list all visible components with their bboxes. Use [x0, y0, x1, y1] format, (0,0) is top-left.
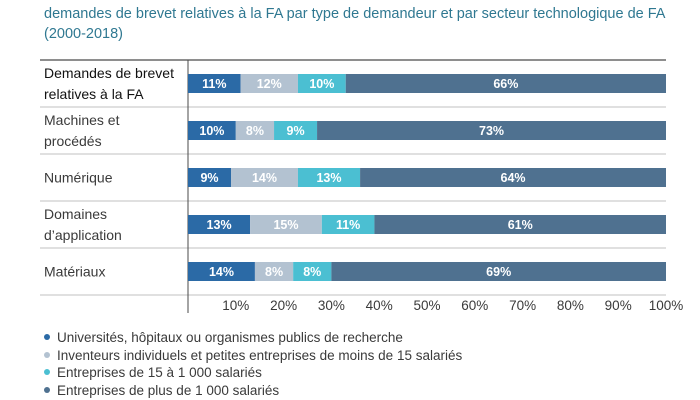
legend-item: Entreprises de 15 à 1 000 salariés: [44, 364, 462, 382]
bar-segment: [188, 121, 236, 140]
data-label: 13%: [207, 218, 232, 232]
legend: Universités, hôpitaux ou organismes publ…: [44, 329, 462, 399]
data-label: 14%: [209, 265, 234, 279]
bar-segment: [360, 168, 666, 187]
data-label: 73%: [479, 124, 504, 138]
data-label: 66%: [493, 77, 518, 91]
legend-label: Entreprises de plus de 1 000 salariés: [57, 382, 280, 398]
data-label: 9%: [287, 124, 305, 138]
category-label: Matériaux: [44, 264, 105, 280]
legend-item: Universités, hôpitaux ou organismes publ…: [44, 329, 462, 347]
legend-item: Inventeurs individuels et petites entrep…: [44, 347, 462, 365]
data-label: 15%: [273, 218, 298, 232]
bar-segment: [188, 215, 251, 234]
data-label: 14%: [252, 171, 277, 185]
x-tick-label: 90%: [605, 298, 632, 313]
data-label: 11%: [336, 218, 360, 232]
chart-title: demandes de brevet relatives à la FA par…: [44, 6, 665, 42]
bar-segment: [331, 262, 666, 281]
legend-item: Entreprises de plus de 1 000 salariés: [44, 382, 462, 400]
x-tick-label: 60%: [461, 298, 488, 313]
legend-label: Universités, hôpitaux ou organismes publ…: [57, 330, 403, 345]
x-tick-label: 20%: [270, 298, 297, 313]
category-label: Demandes de brevet: [44, 65, 174, 81]
bar-segment: [235, 121, 275, 140]
x-tick-label: 40%: [366, 298, 393, 313]
legend-swatch: [44, 351, 50, 358]
bar-segment: [240, 74, 298, 93]
bar-segment: [188, 74, 241, 93]
data-label: 8%: [303, 265, 321, 279]
x-tick-label: 30%: [318, 298, 345, 313]
bar-segment: [374, 215, 666, 234]
bar-segment: [188, 168, 232, 187]
data-label: 10%: [199, 124, 224, 138]
bar-segment: [231, 168, 298, 187]
legend-label: Inventeurs individuels et petites entrep…: [57, 347, 463, 363]
data-label: 69%: [486, 265, 511, 279]
bar-segment: [188, 262, 255, 281]
legend-label: Entreprises de 15 à 1 000 salariés: [57, 365, 262, 380]
bar-segment: [254, 262, 294, 281]
bar-segment: [317, 121, 666, 140]
data-label: 13%: [316, 171, 341, 185]
data-label: 8%: [246, 124, 264, 138]
legend-swatch: [44, 369, 50, 376]
data-label: 61%: [508, 218, 533, 232]
bar-segment: [321, 215, 375, 234]
category-label: Numérique: [44, 170, 113, 186]
x-tick-label: 100%: [649, 298, 684, 313]
bar-segment: [297, 168, 361, 187]
x-tick-label: 50%: [413, 298, 440, 313]
category-label: relatives à la FA: [44, 86, 144, 102]
category-label: Domaines: [44, 206, 107, 222]
bar-segment: [297, 74, 346, 93]
data-label: 12%: [257, 77, 282, 91]
x-tick-label: 80%: [557, 298, 584, 313]
bar-segment: [345, 74, 666, 93]
category-label: Machines et: [44, 112, 120, 128]
legend-swatch: [44, 334, 50, 341]
bar-segment: [293, 262, 332, 281]
bar-segment: [274, 121, 318, 140]
data-label: 8%: [265, 265, 283, 279]
x-tick-label: 10%: [222, 298, 249, 313]
legend-swatch: [44, 386, 50, 393]
data-label: 64%: [501, 171, 526, 185]
bar-segment: [250, 215, 322, 234]
category-label: d’application: [44, 227, 122, 243]
x-tick-label: 70%: [509, 298, 536, 313]
category-label: procédés: [44, 133, 102, 149]
data-label: 10%: [309, 77, 334, 91]
data-label: 11%: [202, 77, 226, 91]
data-label: 9%: [200, 171, 218, 185]
